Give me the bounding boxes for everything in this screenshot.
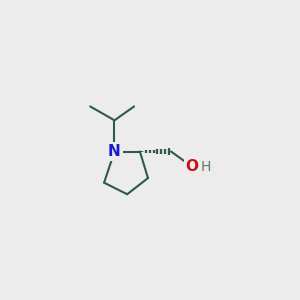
Text: O: O — [185, 159, 198, 174]
Text: H: H — [200, 160, 211, 173]
Text: N: N — [108, 144, 121, 159]
